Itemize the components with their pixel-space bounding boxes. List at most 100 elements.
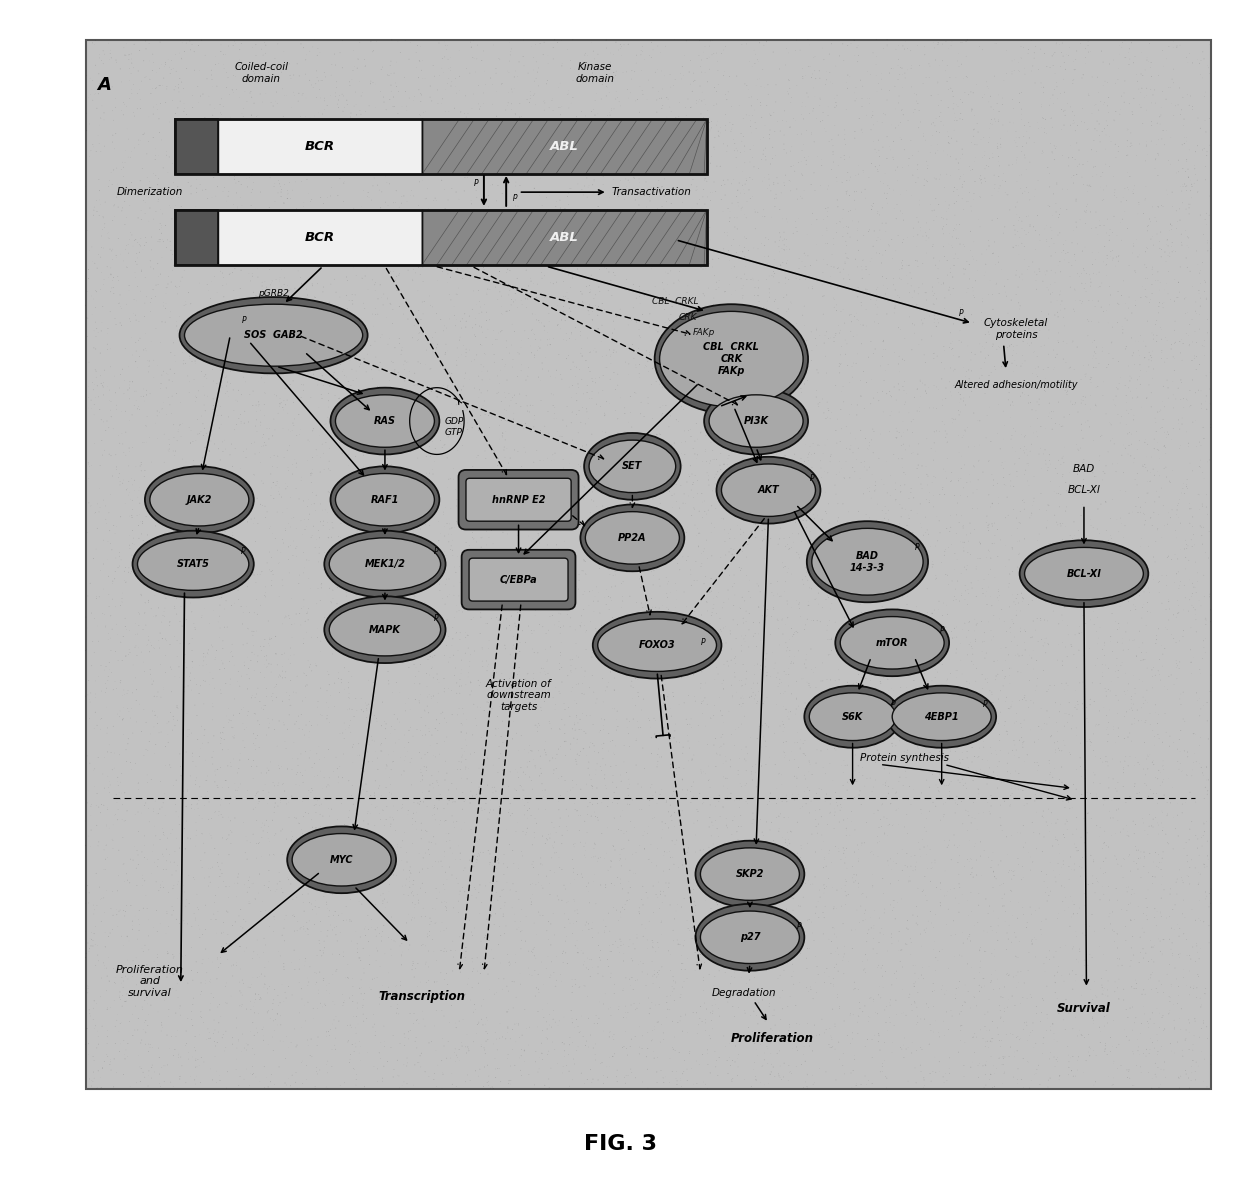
Point <box>1161 880 1180 899</box>
Point <box>224 690 244 709</box>
Point <box>1060 474 1080 494</box>
Point <box>415 381 435 400</box>
Point <box>1117 178 1137 197</box>
Point <box>591 72 611 91</box>
Point <box>1115 752 1135 771</box>
Point <box>496 331 516 350</box>
Point <box>641 32 661 51</box>
Point <box>130 329 150 348</box>
Point <box>456 938 476 957</box>
Point <box>547 361 567 380</box>
Point <box>241 290 260 310</box>
Point <box>1085 921 1105 940</box>
Point <box>153 489 172 508</box>
Point <box>148 406 167 425</box>
Point <box>1004 1042 1024 1061</box>
Point <box>954 165 973 184</box>
Point <box>335 991 355 1010</box>
Point <box>148 682 167 701</box>
Point <box>613 237 632 256</box>
Point <box>1106 686 1126 705</box>
Point <box>811 562 831 581</box>
Point <box>978 577 998 596</box>
Point <box>551 98 570 117</box>
Point <box>459 656 479 675</box>
Point <box>786 862 806 881</box>
Point <box>616 516 636 535</box>
Point <box>427 1077 446 1096</box>
Point <box>1194 912 1214 931</box>
Point <box>624 434 644 453</box>
Point <box>985 939 1004 958</box>
Point <box>265 421 285 440</box>
Point <box>965 747 985 766</box>
Point <box>239 619 259 638</box>
Point <box>773 111 792 130</box>
Point <box>748 286 768 305</box>
Point <box>255 774 275 793</box>
Point <box>367 709 387 728</box>
Point <box>1185 611 1205 630</box>
Point <box>113 709 133 728</box>
Point <box>567 635 587 654</box>
Text: FOXO3: FOXO3 <box>639 641 676 650</box>
Point <box>291 989 311 1009</box>
Point <box>822 35 842 54</box>
Point <box>632 890 652 909</box>
Point <box>569 674 589 693</box>
Point <box>965 969 985 988</box>
Point <box>404 188 424 207</box>
Point <box>1090 827 1110 846</box>
Point <box>397 580 417 599</box>
Point <box>523 158 543 177</box>
Point <box>1014 1013 1034 1032</box>
Point <box>988 139 1008 158</box>
Point <box>232 614 252 633</box>
Point <box>1184 648 1204 667</box>
Point <box>1014 437 1034 456</box>
Point <box>1187 304 1207 323</box>
Point <box>206 648 226 667</box>
Point <box>884 275 904 294</box>
Point <box>959 927 978 946</box>
Point <box>371 741 391 760</box>
Point <box>660 315 680 335</box>
Point <box>706 669 725 688</box>
Point <box>656 619 676 638</box>
Point <box>270 872 290 891</box>
Point <box>425 627 445 646</box>
Point <box>347 645 367 664</box>
Point <box>776 666 796 685</box>
Point <box>941 286 961 305</box>
Point <box>939 575 959 594</box>
Point <box>237 832 257 851</box>
Point <box>279 461 299 480</box>
Point <box>527 288 547 307</box>
Point <box>435 752 455 771</box>
Point <box>1133 980 1153 999</box>
Point <box>993 223 1013 243</box>
Point <box>849 913 869 932</box>
Point <box>327 201 347 220</box>
Point <box>422 421 441 440</box>
Point <box>348 1015 368 1034</box>
Point <box>188 900 208 919</box>
Point <box>791 417 811 436</box>
Point <box>816 765 836 784</box>
Point <box>1164 1043 1184 1062</box>
Point <box>422 690 441 709</box>
Point <box>940 1048 960 1067</box>
Point <box>650 479 670 498</box>
Point <box>157 231 177 250</box>
Point <box>730 184 750 203</box>
Point <box>155 630 175 649</box>
Point <box>135 796 155 815</box>
Point <box>715 752 735 771</box>
Point <box>1172 795 1192 814</box>
Point <box>527 311 547 330</box>
Point <box>673 124 693 143</box>
Point <box>1021 985 1040 1004</box>
Point <box>791 532 811 551</box>
Point <box>790 549 810 568</box>
Point <box>637 964 657 983</box>
